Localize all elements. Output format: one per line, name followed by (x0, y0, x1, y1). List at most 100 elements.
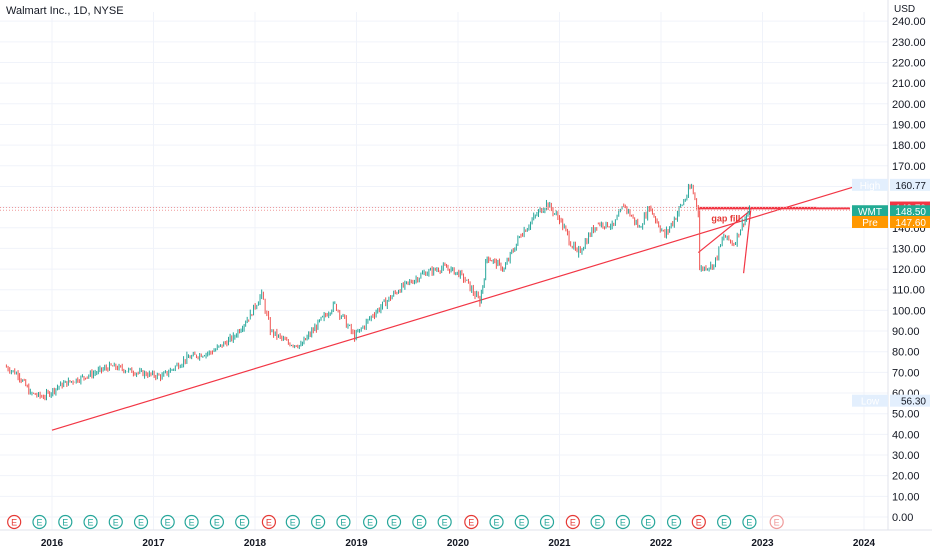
earnings-marker[interactable]: E (615, 514, 631, 530)
price-tag: Pre 147.60 (852, 215, 930, 229)
earnings-label: E (746, 518, 752, 528)
price-tag-label-bg (852, 205, 888, 218)
earnings-circle (209, 514, 225, 530)
y-tick-label: 190.00 (892, 119, 926, 131)
earnings-circle (590, 514, 605, 530)
earnings-marker[interactable]: E (386, 514, 402, 530)
earnings-marker[interactable]: E (32, 514, 47, 530)
earnings-marker[interactable]: E (58, 514, 73, 530)
trendlines[interactable] (51, 185, 856, 431)
price-tag-label-bg (852, 178, 888, 191)
earnings-marker[interactable]: E (160, 514, 175, 530)
earnings-marker[interactable]: E (83, 514, 98, 530)
y-tick-label: 210.00 (892, 78, 926, 90)
earnings-circle (514, 514, 529, 530)
earnings-marker[interactable]: E (565, 514, 580, 530)
earnings-marker[interactable]: E (336, 514, 351, 530)
earnings-circle (7, 514, 22, 530)
earnings-marker[interactable]: E (184, 514, 199, 530)
earnings-marker[interactable]: E (133, 514, 149, 530)
earnings-marker[interactable]: E (437, 514, 452, 530)
earnings-marker[interactable]: E (769, 514, 784, 530)
earnings-circle (717, 514, 732, 530)
earnings-label: E (165, 518, 171, 528)
earnings-label: E (315, 518, 321, 528)
earnings-label: E (11, 518, 17, 528)
symbol-title[interactable]: Walmart Inc., 1D, NYSE (4, 4, 126, 18)
earnings-circle (412, 514, 427, 530)
trendline[interactable] (697, 210, 750, 254)
earnings-label: E (340, 518, 346, 528)
time-axis[interactable]: 2016 2017 2018 2019 2020 2021 2022 2023 2024 (41, 538, 876, 549)
earnings-label: E (620, 518, 626, 528)
earnings-circle (285, 514, 300, 530)
earnings-label: E (494, 518, 500, 528)
earnings-circle (641, 514, 656, 530)
earnings-circle (235, 514, 250, 530)
x-tick-label: 2021 (548, 538, 571, 549)
earnings-label: E (239, 518, 245, 528)
earnings-marker[interactable]: E (717, 514, 732, 530)
y-tick-label: 130.00 (892, 243, 926, 255)
price-tag-label: Pre (862, 218, 878, 229)
earnings-label: E (367, 518, 373, 528)
price-tag-value-bg (890, 215, 930, 228)
y-tick-label: 120.00 (892, 264, 926, 276)
earnings-marker[interactable]: E (539, 514, 555, 530)
earnings-circle (615, 514, 631, 530)
price-tag-value: 147.60 (895, 218, 926, 229)
earnings-marker[interactable]: E (311, 514, 326, 530)
earnings-circle (769, 514, 784, 530)
high-tag: High 160.77 (852, 178, 930, 192)
earnings-circle (108, 514, 123, 530)
price-tag-label: WMT (858, 207, 882, 218)
y-tick-label: 240.00 (892, 16, 926, 28)
earnings-marker[interactable]: E (590, 514, 605, 530)
x-tick-label: 2018 (244, 538, 267, 549)
earnings-marker[interactable]: E (261, 514, 277, 530)
earnings-marker[interactable]: E (363, 514, 378, 530)
price-tag: WMT 148.50 (852, 205, 930, 218)
earnings-marker[interactable]: E (691, 514, 706, 530)
low-tag: Low 56.30 (852, 394, 930, 408)
earnings-label: E (391, 518, 397, 528)
earnings-marker[interactable]: E (489, 514, 504, 530)
earnings-label: E (570, 518, 576, 528)
earnings-marker[interactable]: E (666, 514, 682, 530)
earnings-label: E (266, 518, 272, 528)
annotation-text: gap fill (711, 214, 740, 224)
price-tag-label-bg (852, 394, 888, 407)
y-tick-label: 70.00 (892, 367, 920, 379)
price-axis[interactable]: 0.0010.0020.0030.0040.0050.0060.0070.008… (892, 16, 926, 524)
earnings-marker[interactable]: E (641, 514, 656, 530)
earnings-marker[interactable]: E (742, 514, 757, 530)
earnings-label: E (62, 518, 68, 528)
earnings-circle (363, 514, 378, 530)
earnings-marker[interactable]: E (285, 514, 300, 530)
earnings-marker[interactable]: E (108, 514, 123, 530)
earnings-marker[interactable]: E (209, 514, 225, 530)
earnings-marker[interactable]: E (514, 514, 529, 530)
earnings-label: E (113, 518, 119, 528)
earnings-marker[interactable]: E (464, 514, 479, 530)
earnings-marker[interactable]: E (412, 514, 427, 530)
y-tick-label: 110.00 (892, 285, 925, 297)
y-tick-label: 100.00 (892, 305, 926, 317)
price-tag-value-bg (890, 394, 930, 407)
earnings-circle (464, 514, 479, 530)
trendline[interactable] (51, 185, 856, 431)
x-tick-label: 2024 (853, 538, 876, 549)
trendline[interactable] (742, 209, 752, 274)
price-tag-label-bg (852, 215, 888, 228)
earnings-marker[interactable]: E (7, 514, 22, 530)
x-tick-label: 2023 (751, 538, 774, 549)
earnings-label: E (595, 518, 601, 528)
earnings-marker[interactable]: E (235, 514, 250, 530)
price-tags: High160.77Low56.30149.79WMT148.50Pre147.… (0, 178, 930, 408)
price-series (5, 183, 750, 401)
price-tag-value: 160.77 (895, 181, 926, 192)
earnings-label: E (696, 518, 702, 528)
earnings-label: E (88, 518, 94, 528)
